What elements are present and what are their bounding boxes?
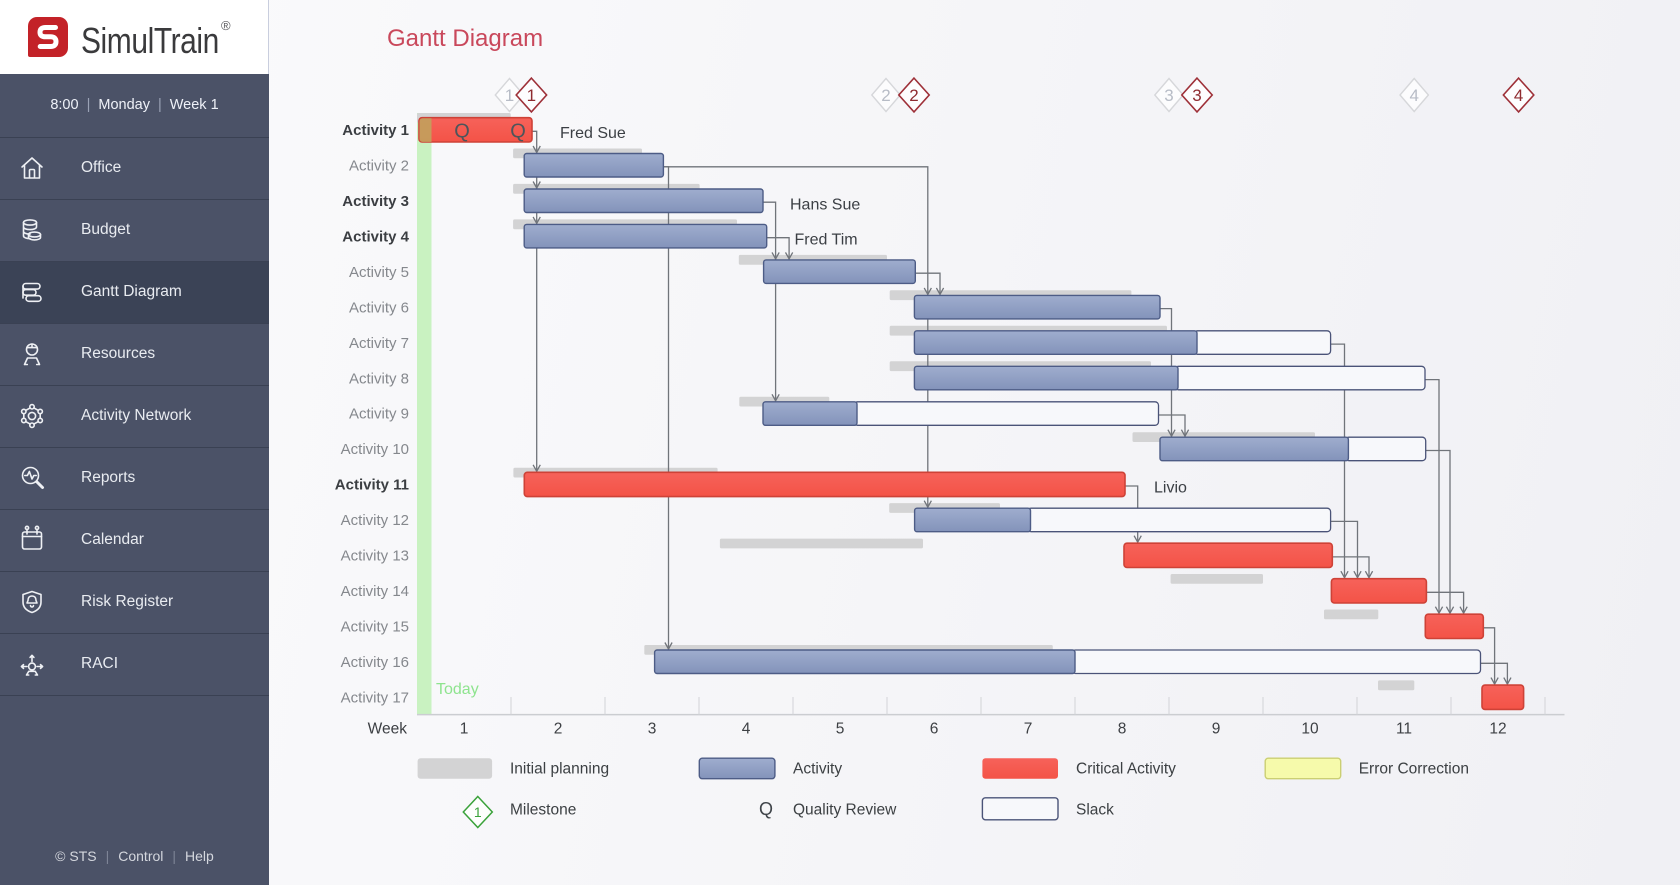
svg-text:Livio: Livio xyxy=(1154,480,1187,497)
svg-text:Activity 15: Activity 15 xyxy=(341,619,409,636)
svg-text:3: 3 xyxy=(648,721,657,738)
svg-text:Activity 8: Activity 8 xyxy=(349,370,409,387)
svg-text:Activity 1: Activity 1 xyxy=(342,122,409,139)
svg-text:2: 2 xyxy=(909,86,918,105)
svg-text:Activity 6: Activity 6 xyxy=(349,299,409,316)
svg-text:Gantt Diagram: Gantt Diagram xyxy=(387,25,543,52)
svg-text:3: 3 xyxy=(1192,86,1201,105)
svg-text:Q: Q xyxy=(510,121,526,143)
svg-text:4: 4 xyxy=(742,721,751,738)
svg-text:Error Correction: Error Correction xyxy=(1359,761,1469,778)
svg-text:1: 1 xyxy=(474,804,482,820)
svg-text:1: 1 xyxy=(460,721,469,738)
svg-text:9: 9 xyxy=(1212,721,1221,738)
svg-text:Initial planning: Initial planning xyxy=(510,761,609,778)
svg-text:Quality Review: Quality Review xyxy=(793,802,897,819)
svg-text:5: 5 xyxy=(836,721,845,738)
svg-text:Activity 13: Activity 13 xyxy=(341,548,409,565)
svg-text:Activity 7: Activity 7 xyxy=(349,335,409,352)
svg-text:7: 7 xyxy=(1024,721,1033,738)
svg-text:8: 8 xyxy=(1118,721,1127,738)
svg-text:Activity 10: Activity 10 xyxy=(341,441,409,458)
svg-text:1: 1 xyxy=(527,86,536,105)
svg-text:Activity 12: Activity 12 xyxy=(341,512,409,529)
svg-text:Q: Q xyxy=(454,121,470,143)
svg-text:Activity 17: Activity 17 xyxy=(341,689,409,706)
svg-text:6: 6 xyxy=(930,721,939,738)
svg-text:Activity 14: Activity 14 xyxy=(341,583,409,600)
svg-text:Week: Week xyxy=(368,721,408,738)
svg-text:Hans Sue: Hans Sue xyxy=(790,197,860,214)
svg-text:Activity 9: Activity 9 xyxy=(349,406,409,423)
svg-text:4: 4 xyxy=(1514,86,1523,105)
svg-text:4: 4 xyxy=(1409,86,1418,105)
svg-text:Activity 4: Activity 4 xyxy=(342,228,409,245)
svg-text:Today: Today xyxy=(436,681,479,698)
svg-text:2: 2 xyxy=(881,86,890,105)
svg-text:12: 12 xyxy=(1489,721,1506,738)
svg-text:2: 2 xyxy=(554,721,563,738)
svg-text:Activity 2: Activity 2 xyxy=(349,158,409,175)
svg-text:Activity 5: Activity 5 xyxy=(349,264,409,281)
svg-text:Critical Activity: Critical Activity xyxy=(1076,761,1176,778)
svg-text:Fred Tim: Fred Tim xyxy=(795,232,858,249)
svg-text:Fred Sue: Fred Sue xyxy=(560,125,626,142)
svg-text:11: 11 xyxy=(1396,721,1412,738)
svg-text:3: 3 xyxy=(1164,86,1173,105)
svg-text:Slack: Slack xyxy=(1076,802,1114,819)
svg-text:Activity 11: Activity 11 xyxy=(335,477,409,494)
svg-text:Milestone: Milestone xyxy=(510,802,576,819)
svg-text:10: 10 xyxy=(1301,721,1319,738)
svg-text:1: 1 xyxy=(505,86,514,105)
svg-text:Activity 3: Activity 3 xyxy=(342,193,409,210)
svg-text:Activity 16: Activity 16 xyxy=(341,654,409,671)
svg-text:Q: Q xyxy=(759,799,773,819)
svg-text:Activity: Activity xyxy=(793,761,842,778)
